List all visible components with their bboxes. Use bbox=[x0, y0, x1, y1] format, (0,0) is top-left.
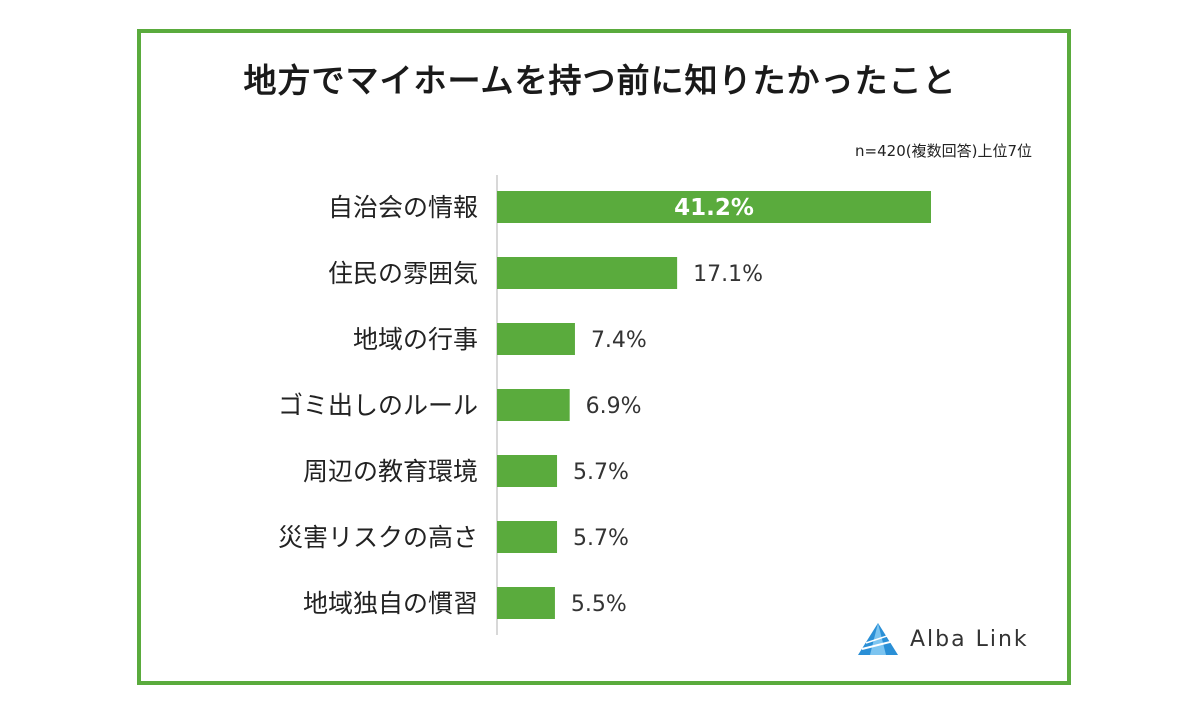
category-label-7: 地域独自の慣習 bbox=[303, 589, 478, 618]
bar-2 bbox=[497, 257, 678, 289]
value-label-1: 41.2% bbox=[674, 195, 754, 221]
chart-subtitle: n=420(複数回答)上位7位 bbox=[855, 142, 1032, 160]
value-label-6: 5.7% bbox=[573, 526, 629, 551]
category-label-6: 災害リスクの高さ bbox=[278, 523, 478, 552]
value-label-7: 5.5% bbox=[571, 592, 627, 617]
bar-4 bbox=[497, 389, 570, 421]
chart-title: 地方でマイホームを持つ前に知りたかったこと bbox=[243, 61, 957, 100]
value-label-3: 7.4% bbox=[591, 328, 647, 353]
category-labels-group: 自治会の情報住民の雰囲気地域の行事ゴミ出しのルール周辺の教育環境災害リスクの高さ… bbox=[278, 193, 478, 618]
category-label-4: ゴミ出しのルール bbox=[278, 391, 478, 420]
bar-5 bbox=[497, 455, 558, 487]
alba-link-logo: Alba Link bbox=[856, 621, 1029, 657]
chart-frame bbox=[137, 29, 1071, 685]
value-label-5: 5.7% bbox=[573, 460, 629, 485]
category-label-5: 周辺の教育環境 bbox=[303, 457, 478, 486]
bar-1 bbox=[497, 191, 931, 223]
bar-7 bbox=[497, 587, 555, 619]
value-label-2: 17.1% bbox=[693, 262, 763, 287]
alba-link-logo-icon bbox=[858, 623, 898, 655]
category-label-2: 住民の雰囲気 bbox=[328, 259, 478, 288]
logo-text: Alba Link bbox=[910, 626, 1029, 652]
value-label-4: 6.9% bbox=[586, 394, 642, 419]
bars-group bbox=[497, 191, 931, 619]
bar-6 bbox=[497, 521, 558, 553]
category-label-1: 自治会の情報 bbox=[328, 193, 478, 222]
value-labels-group: 41.2% 17.1% 7.4% 6.9% 5.7% 5.7% 5.5% bbox=[571, 195, 763, 617]
category-label-3: 地域の行事 bbox=[353, 325, 478, 354]
bar-3 bbox=[497, 323, 575, 355]
